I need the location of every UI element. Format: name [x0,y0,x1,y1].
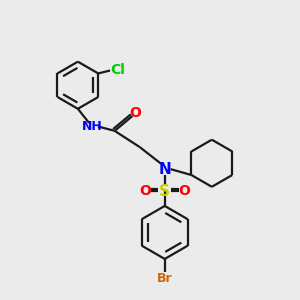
Text: O: O [140,184,152,198]
Text: O: O [129,106,141,120]
Text: Br: Br [157,272,172,285]
Text: Cl: Cl [110,63,125,77]
Text: S: S [159,184,170,199]
Text: O: O [178,184,190,198]
Text: N: N [158,162,171,177]
Text: NH: NH [82,120,103,133]
